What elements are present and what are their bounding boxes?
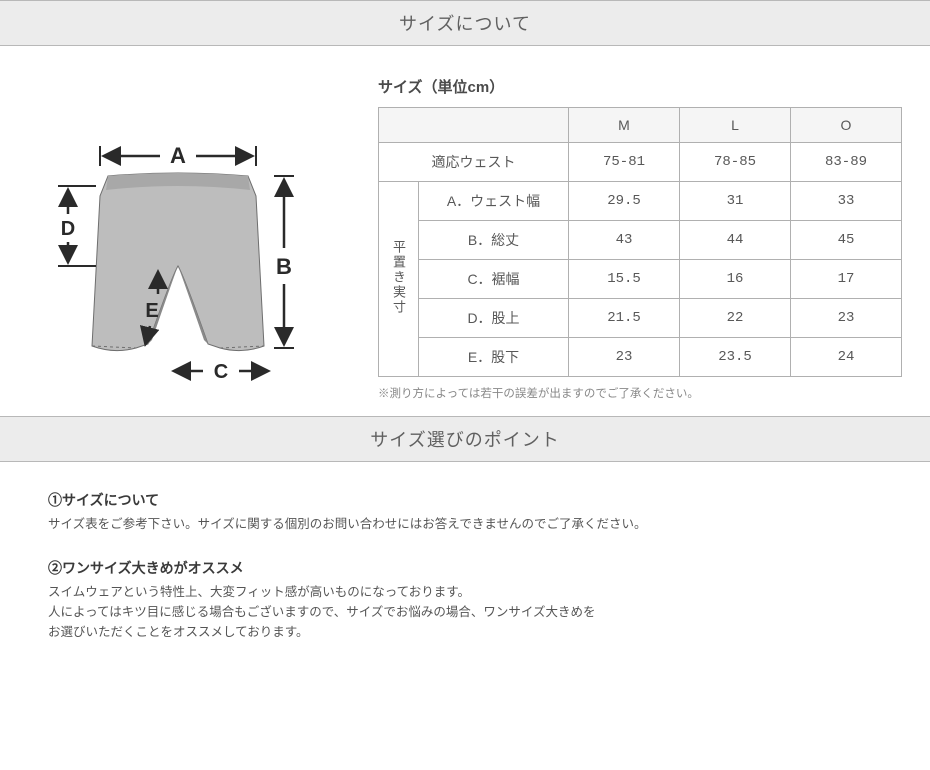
cell: 23.5 [680,338,791,377]
cell: 17 [791,260,902,299]
row-e: E．股下 23 23.5 24 [379,338,902,377]
table-header-row: M L O [379,108,902,143]
row-label: D．股上 [419,299,569,338]
group-label-cell: 平置き実寸 [379,182,419,377]
upper-region: A B C D E サイズ（単位cm） [0,46,930,416]
row-label: A．ウェスト幅 [419,182,569,221]
cell: 23 [569,338,680,377]
size-table-container: サイズ（単位cm） M L O 適応ウェスト 75-81 78-85 83-89 [378,76,902,406]
cell: 24 [791,338,902,377]
point-body: サイズ表をご参考下さい。サイズに関する個別のお問い合わせにはお答えできませんので… [48,514,882,534]
cell: 21.5 [569,299,680,338]
row-label: C．裾幅 [419,260,569,299]
cell: 78-85 [680,143,791,182]
point-body: スイムウェアという特性上、大変フィット感が高いものになっております。 人によって… [48,582,882,642]
banner-title: サイズ選びのポイント [370,426,559,452]
row-a: 平置き実寸 A．ウェスト幅 29.5 31 33 [379,182,902,221]
diagram-label-a: A [170,143,186,168]
cell: 23 [791,299,902,338]
point-heading: ②ワンサイズ大きめがオススメ [48,558,882,578]
diagram-label-d: D [61,218,75,240]
cell: 45 [791,221,902,260]
cell: 44 [680,221,791,260]
cell: 22 [680,299,791,338]
shorts-shape [92,173,264,351]
cell: 75-81 [569,143,680,182]
diagram-label-e: E [145,300,158,322]
section-banner-points: サイズ選びのポイント [0,416,930,462]
row-label: B．総丈 [419,221,569,260]
col-o: O [791,108,902,143]
diagram-container: A B C D E [28,76,338,406]
row-b: B．総丈 43 44 45 [379,221,902,260]
row-label: E．股下 [419,338,569,377]
point-heading: ①サイズについて [48,490,882,510]
cell: 15.5 [569,260,680,299]
row-waist: 適応ウェスト 75-81 78-85 83-89 [379,143,902,182]
group-label: 平置き実寸 [389,240,408,315]
size-table: M L O 適応ウェスト 75-81 78-85 83-89 平置き実寸 A．ウ… [378,107,902,377]
point-1: ①サイズについて サイズ表をご参考下さい。サイズに関する個別のお問い合わせにはお… [48,490,882,534]
diagram-label-b: B [276,254,292,279]
cell: 29.5 [569,182,680,221]
header-blank [379,108,569,143]
row-d: D．股上 21.5 22 23 [379,299,902,338]
diagram-label-c: C [214,361,228,383]
point-title: ワンサイズ大きめがオススメ [62,560,244,576]
cell: 83-89 [791,143,902,182]
lower-region: ①サイズについて サイズ表をご参考下さい。サイズに関する個別のお問い合わせにはお… [0,462,930,642]
cell: 43 [569,221,680,260]
row-c: C．裾幅 15.5 16 17 [379,260,902,299]
section-banner-size: サイズについて [0,0,930,46]
cell: 16 [680,260,791,299]
row-label: 適応ウェスト [379,143,569,182]
cell: 31 [680,182,791,221]
banner-title: サイズについて [399,10,531,36]
measurement-footnote: ※測り方によっては若干の誤差が出ますのでご了承ください。 [378,385,902,401]
point-2: ②ワンサイズ大きめがオススメ スイムウェアという特性上、大変フィット感が高いもの… [48,558,882,642]
point-number: ① [48,492,62,508]
table-title: サイズ（単位cm） [378,76,902,97]
point-title: サイズについて [62,492,159,508]
col-l: L [680,108,791,143]
shorts-diagram: A B C D E [28,116,328,406]
point-number: ② [48,560,62,576]
col-m: M [569,108,680,143]
cell: 33 [791,182,902,221]
